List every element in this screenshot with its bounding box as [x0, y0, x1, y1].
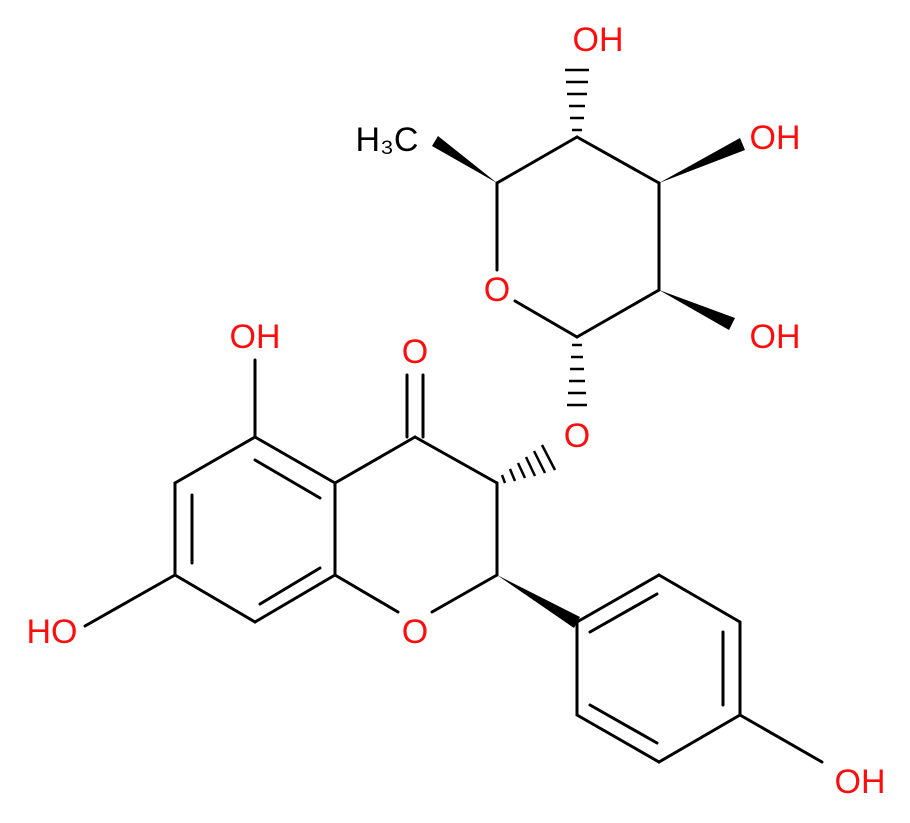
- atom-label: OH: [573, 21, 624, 59]
- atom-label: O: [402, 613, 428, 651]
- atom-label: O: [402, 333, 428, 371]
- atom-label: O: [564, 417, 590, 455]
- atom-label: O: [484, 271, 510, 309]
- atom-label: OH: [750, 318, 801, 356]
- atom-label: OH: [835, 763, 886, 801]
- atom-labels: OH H₃C OH O OH OH O O O HO OH: [27, 21, 886, 801]
- bonds: [83, 135, 824, 764]
- atom-label: OH: [230, 318, 281, 356]
- atom-label: H₃C: [356, 121, 419, 159]
- atom-label: OH: [750, 119, 801, 157]
- atom-label: HO: [27, 613, 78, 651]
- stereo-bonds: [432, 68, 745, 628]
